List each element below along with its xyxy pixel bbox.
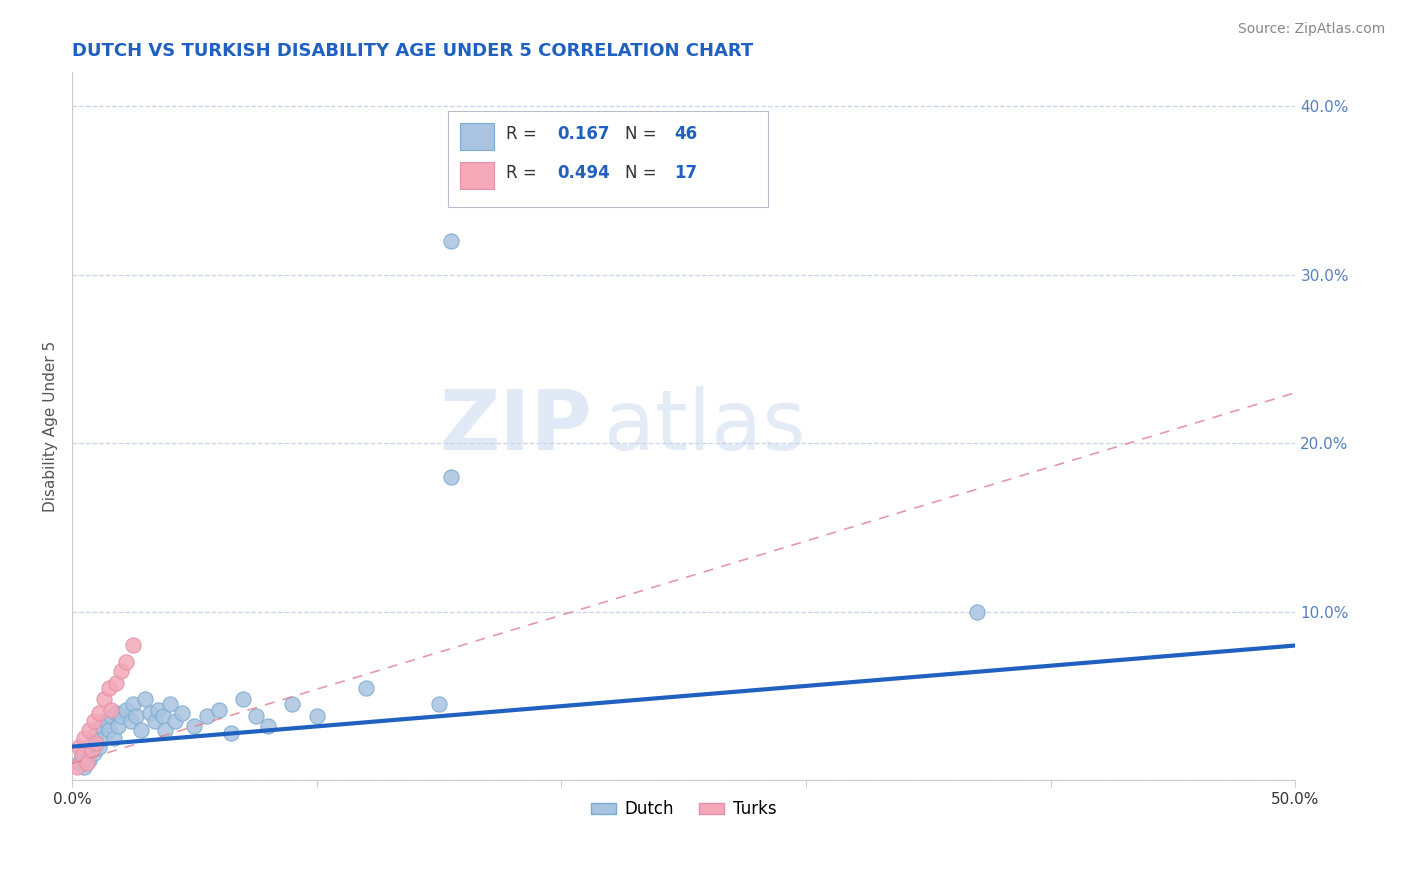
Text: atlas: atlas <box>605 386 806 467</box>
Point <box>122 639 145 653</box>
Text: N =: N = <box>626 164 657 182</box>
Point <box>100 709 122 723</box>
Text: ZIP: ZIP <box>440 386 592 467</box>
Point <box>256 719 278 733</box>
Point <box>219 726 242 740</box>
Point <box>195 709 218 723</box>
Point <box>80 743 103 757</box>
Point <box>129 723 152 737</box>
Text: 0.167: 0.167 <box>558 125 610 143</box>
Point <box>232 692 254 706</box>
Point <box>139 706 162 720</box>
Text: 46: 46 <box>673 125 697 143</box>
Point <box>103 731 125 746</box>
Point <box>440 470 463 484</box>
Point <box>66 760 89 774</box>
Text: 17: 17 <box>673 164 697 182</box>
Text: R =: R = <box>506 164 537 182</box>
Point <box>281 698 304 712</box>
Point <box>354 681 377 695</box>
Point <box>124 709 146 723</box>
Point <box>163 714 186 729</box>
Point <box>76 743 98 757</box>
Point <box>86 736 108 750</box>
Legend: Dutch, Turks: Dutch, Turks <box>585 794 783 825</box>
Point <box>107 719 129 733</box>
Point <box>440 234 463 248</box>
Point <box>110 664 132 678</box>
Point <box>67 739 90 754</box>
Point <box>245 709 267 723</box>
Y-axis label: Disability Age Under 5: Disability Age Under 5 <box>44 341 58 512</box>
Text: DUTCH VS TURKISH DISABILITY AGE UNDER 5 CORRELATION CHART: DUTCH VS TURKISH DISABILITY AGE UNDER 5 … <box>72 42 754 60</box>
Point <box>134 692 156 706</box>
Text: 0.494: 0.494 <box>558 164 610 182</box>
Point <box>96 714 118 729</box>
Point <box>97 681 120 695</box>
Point <box>73 760 96 774</box>
Point <box>83 747 105 761</box>
Point <box>305 709 328 723</box>
Point <box>159 698 181 712</box>
Point <box>153 723 176 737</box>
Point <box>143 714 166 729</box>
Point <box>83 714 105 729</box>
Point <box>105 706 128 720</box>
Point <box>73 731 96 746</box>
Point <box>115 702 138 716</box>
FancyBboxPatch shape <box>447 112 768 207</box>
FancyBboxPatch shape <box>460 162 494 189</box>
Point <box>80 736 103 750</box>
Point <box>77 753 100 767</box>
Point <box>172 706 194 720</box>
Point <box>115 656 138 670</box>
Point <box>97 723 120 737</box>
Point <box>77 723 100 737</box>
Point <box>146 702 169 716</box>
FancyBboxPatch shape <box>460 123 494 150</box>
Point <box>110 709 132 723</box>
Point <box>87 706 110 720</box>
Point <box>100 702 122 716</box>
Text: Source: ZipAtlas.com: Source: ZipAtlas.com <box>1237 22 1385 37</box>
Text: N =: N = <box>626 125 657 143</box>
Point <box>70 747 93 762</box>
Point <box>120 714 142 729</box>
Point <box>183 719 205 733</box>
Point <box>87 739 110 754</box>
Point <box>70 747 93 762</box>
Point <box>86 726 108 740</box>
Point <box>105 675 128 690</box>
Point <box>208 702 231 716</box>
Point <box>122 698 145 712</box>
Text: R =: R = <box>506 125 537 143</box>
Point <box>76 756 98 771</box>
Point <box>67 756 90 771</box>
Point <box>427 698 450 712</box>
Point <box>93 692 115 706</box>
Point <box>966 605 988 619</box>
Point <box>152 709 174 723</box>
Point <box>90 719 112 733</box>
Point <box>93 731 115 746</box>
